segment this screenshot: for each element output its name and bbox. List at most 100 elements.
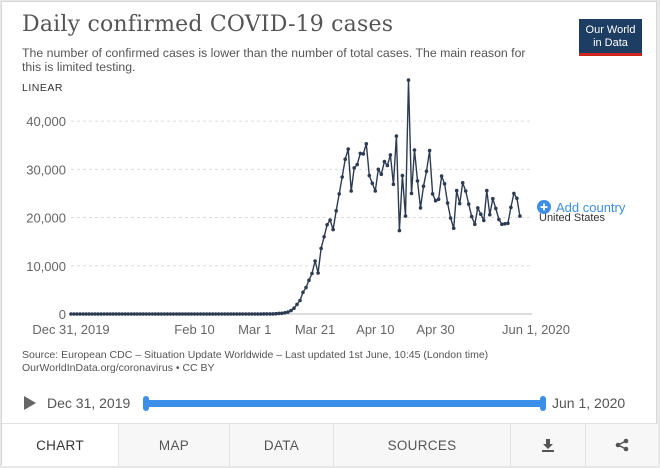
data-point [198, 312, 203, 316]
owid-logo[interactable]: Our World in Data [579, 19, 642, 56]
data-point [117, 312, 121, 316]
data-point [325, 223, 329, 227]
data-point [96, 312, 100, 316]
download-icon [542, 439, 554, 452]
data-point [268, 312, 272, 316]
data-point [72, 312, 76, 316]
data-point [114, 312, 118, 316]
data-point [349, 189, 354, 193]
data-point [231, 312, 236, 316]
data-point [322, 235, 326, 239]
data-point [78, 312, 82, 316]
data-point [216, 312, 221, 316]
data-point [518, 214, 522, 218]
data-point [485, 188, 489, 193]
data-point [256, 312, 260, 316]
data-point [454, 188, 459, 193]
tab-data[interactable]: DATA [230, 424, 334, 466]
data-point [159, 312, 164, 316]
data-point [442, 182, 447, 186]
data-point [147, 312, 152, 316]
data-point [138, 312, 143, 316]
data-point [213, 312, 218, 316]
timeline-end-label: Jun 1, 2020 [552, 395, 626, 411]
data-point [108, 312, 112, 316]
timeline-end-handle[interactable] [540, 396, 546, 411]
y-tick-label: 0 [59, 307, 66, 322]
data-point [479, 212, 483, 216]
data-point [460, 181, 465, 185]
data-point [436, 197, 441, 201]
data-point [102, 312, 106, 316]
data-point [289, 308, 293, 313]
data-point [304, 285, 308, 290]
data-point [346, 147, 351, 151]
share-icon [615, 438, 629, 452]
data-point [506, 221, 510, 226]
data-point [183, 312, 188, 316]
x-tick-label: Mar 1 [238, 322, 271, 337]
line-chart: 0 10,000 20,000 30,000 40,000 Dec 31, 2019 Feb… [26, 78, 626, 337]
data-point [153, 312, 158, 316]
timeline-start-handle[interactable] [143, 396, 149, 411]
data-point [240, 312, 245, 316]
tab-bar: CHART MAP DATA SOURCES [2, 423, 658, 466]
source-line-2: OurWorldInData.org/coronavirus • CC BY [22, 361, 215, 374]
data-point [448, 216, 453, 220]
data-point [150, 312, 155, 316]
data-point [277, 311, 281, 316]
timeline-track[interactable] [145, 400, 543, 407]
series-line-united-states [71, 79, 521, 315]
data-point [237, 312, 242, 316]
x-tick-label: Mar 21 [295, 322, 335, 337]
data-point [370, 181, 375, 186]
data-point [141, 312, 146, 316]
data-point [228, 312, 233, 316]
data-point [180, 312, 185, 316]
scale-toggle[interactable]: LINEAR [22, 82, 63, 94]
data-point [316, 271, 320, 275]
tab-map[interactable]: MAP [119, 424, 230, 466]
data-point [129, 312, 134, 316]
data-point [497, 217, 501, 222]
data-point [280, 311, 284, 316]
data-point [340, 175, 345, 179]
x-tick-label: Apr 10 [356, 322, 394, 337]
data-point [415, 179, 420, 183]
data-point [430, 192, 435, 196]
data-point [201, 312, 206, 316]
add-country-button[interactable]: Add country [537, 200, 626, 215]
y-tick-label: 20,000 [26, 211, 66, 226]
data-point [286, 310, 290, 314]
data-point [298, 298, 302, 303]
x-tick-label: Jun 1, 2020 [502, 322, 570, 337]
y-tick-label: 30,000 [26, 162, 66, 177]
data-point [488, 212, 492, 217]
data-point [234, 312, 239, 316]
data-point [126, 312, 130, 316]
logo-line2: in Data [593, 37, 628, 49]
data-point [259, 312, 263, 316]
data-point [250, 312, 254, 316]
data-point [93, 312, 97, 316]
data-point [301, 290, 305, 295]
data-point [463, 189, 468, 193]
data-point [310, 271, 314, 276]
tab-download[interactable] [511, 424, 586, 466]
data-point [328, 218, 332, 222]
data-point [225, 312, 230, 316]
timeline: Dec 31, 2019 Jun 1, 2020 [2, 390, 658, 420]
play-icon[interactable] [24, 396, 36, 410]
tab-sources[interactable]: SOURCES [334, 424, 511, 466]
tab-share[interactable] [586, 424, 658, 466]
tab-chart[interactable]: CHART [2, 424, 119, 466]
series-end-label: United States [539, 212, 606, 224]
data-point [491, 196, 495, 201]
x-tick-label: Feb 10 [174, 322, 214, 337]
data-point [421, 184, 426, 188]
data-point [144, 312, 149, 316]
data-point [457, 201, 462, 206]
data-point [334, 209, 339, 213]
data-point [84, 312, 88, 316]
